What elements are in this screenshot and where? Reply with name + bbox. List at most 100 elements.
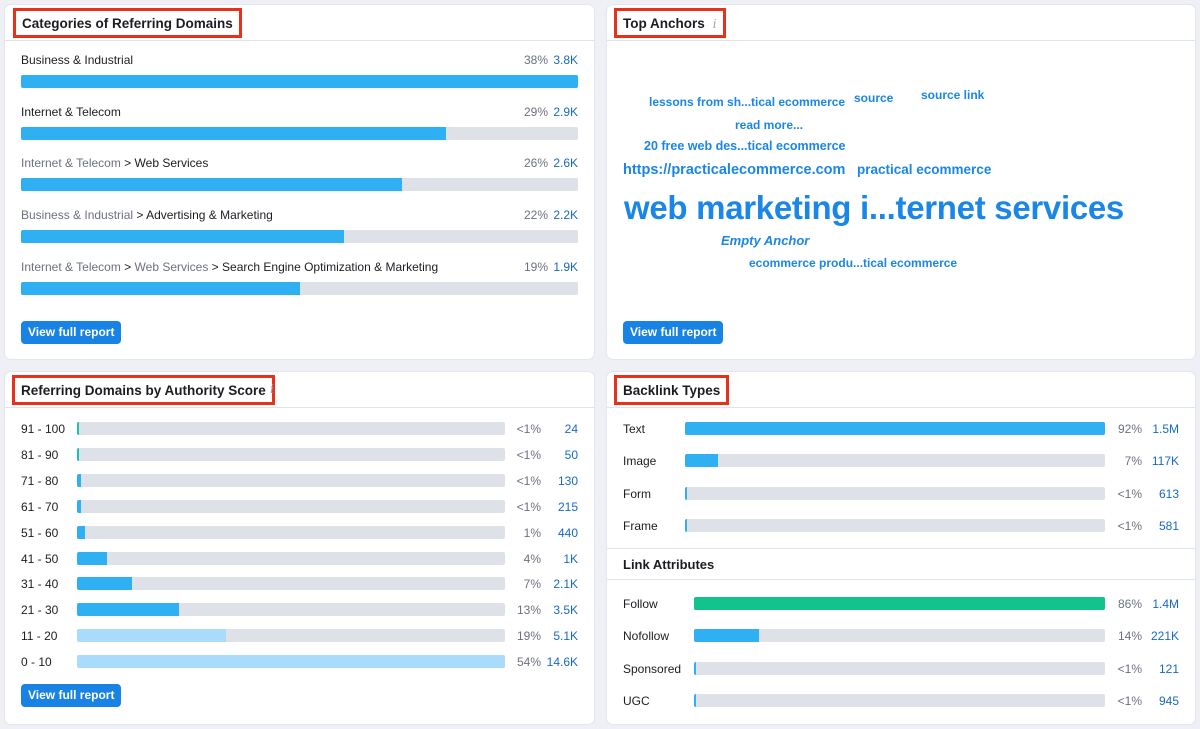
category-bar — [21, 281, 300, 295]
top-anchors-title-text: Top Anchors — [623, 16, 705, 31]
backlink-type-count[interactable]: 613 — [1158, 486, 1179, 501]
categories-header: Categories of Referring Domains — [5, 5, 594, 41]
category-count[interactable]: 2.6K — [553, 156, 578, 171]
authority-count[interactable]: 130 — [557, 473, 578, 488]
link-attribute-count[interactable]: 121 — [1158, 661, 1179, 676]
authority-header: Referring Domains by Authority Score i — [5, 372, 594, 408]
link-attribute-count[interactable]: 1.4M — [1152, 597, 1179, 611]
category-percent: 26% — [523, 156, 548, 171]
authority-bar-track — [77, 473, 505, 487]
authority-percent: <1% — [516, 422, 541, 436]
authority-count[interactable]: 24 — [564, 422, 578, 436]
backlink-type-percent: <1% — [1117, 486, 1142, 501]
authority-bar — [77, 447, 79, 461]
category-path-segment: Web Services — [134, 259, 209, 274]
authority-percent: <1% — [516, 499, 541, 514]
authority-range-label: 41 - 50 — [21, 551, 59, 566]
link-attribute-percent: 86% — [1117, 597, 1142, 611]
category-path-segment: Internet & Telecom — [21, 156, 121, 171]
backlink-type-label: Frame — [623, 518, 658, 533]
category-label: Internet & Telecom — [21, 105, 121, 119]
category-bar — [21, 126, 446, 140]
authority-count[interactable]: 440 — [557, 525, 578, 540]
link-attribute-bar-track — [694, 661, 1105, 675]
anchor-word[interactable]: https://practicalecommerce.com — [623, 162, 846, 178]
authority-range-label: 51 - 60 — [21, 525, 59, 540]
authority-range-label: 61 - 70 — [21, 499, 59, 514]
categories-view-full-report-button[interactable]: View full report — [21, 321, 122, 344]
top-anchors-view-full-report-button[interactable]: View full report — [623, 321, 724, 344]
link-attribute-label: Nofollow — [623, 629, 670, 644]
authority-range-label: 91 - 100 — [21, 422, 66, 436]
authority-bar — [77, 499, 82, 513]
authority-bar — [77, 655, 505, 669]
authority-count[interactable]: 50 — [564, 447, 578, 462]
authority-bar — [77, 577, 133, 591]
backlink-type-count[interactable]: 581 — [1158, 518, 1179, 533]
anchor-word[interactable]: ecommerce produ...tical ecommerce — [749, 256, 958, 270]
category-bar — [21, 75, 578, 88]
category-count[interactable]: 3.8K — [553, 53, 578, 67]
anchor-word[interactable]: read more... — [735, 118, 804, 132]
category-percent: 19% — [523, 259, 548, 274]
authority-bar-track — [77, 655, 505, 669]
link-attribute-percent: <1% — [1117, 661, 1142, 676]
backlink-types-card: Backlink Types Text 92% 1.5M Image 7% 117K For… — [607, 372, 1195, 724]
top-anchors-card: Top Anchors i lessons from sh...tical eco… — [607, 5, 1195, 359]
category-percent: 38% — [523, 53, 548, 67]
authority-count[interactable]: 5.1K — [553, 629, 578, 644]
category-bar — [21, 178, 402, 192]
authority-count[interactable]: 2.1K — [553, 577, 578, 592]
backlink-type-label: Image — [623, 454, 657, 469]
authority-percent: <1% — [516, 447, 541, 462]
link-attributes-header: Link Attributes — [607, 548, 1195, 580]
authority-count[interactable]: 215 — [557, 499, 578, 514]
authority-title: Referring Domains by Authority Score — [12, 375, 275, 405]
backlink-type-count[interactable]: 117K — [1151, 454, 1179, 469]
anchor-word[interactable]: web marketing i...ternet services — [624, 189, 1124, 226]
authority-bar-track — [77, 499, 505, 513]
category-count[interactable]: 2.9K — [553, 104, 578, 119]
backlink-type-bar-track — [685, 518, 1105, 532]
category-bar-track — [21, 75, 578, 88]
backlink-type-percent: 7% — [1124, 454, 1142, 469]
anchor-word[interactable]: lessons from sh...tical ecommerce — [649, 95, 846, 109]
authority-range-label: 81 - 90 — [21, 447, 59, 462]
link-attribute-count[interactable]: 945 — [1158, 693, 1179, 708]
category-count[interactable]: 2.2K — [553, 208, 578, 223]
authority-view-full-report-button[interactable]: View full report — [21, 684, 122, 707]
authority-percent: <1% — [516, 473, 541, 488]
link-attribute-label: Follow — [623, 597, 658, 611]
authority-range-label: 31 - 40 — [21, 577, 59, 592]
backlink-type-bar-track — [685, 454, 1105, 468]
category-bar-track — [21, 281, 578, 295]
authority-count[interactable]: 3.5K — [553, 603, 578, 618]
authority-count[interactable]: 1K — [563, 551, 578, 566]
authority-bar — [77, 525, 86, 539]
anchor-word[interactable]: source link — [921, 88, 985, 102]
category-percent: 22% — [523, 208, 548, 223]
link-attribute-bar-track — [694, 693, 1105, 707]
authority-card: Referring Domains by Authority Score i 9… — [5, 372, 594, 724]
category-bar — [21, 230, 344, 244]
anchor-word[interactable]: Empty Anchor — [721, 233, 810, 248]
link-attribute-bar — [694, 629, 759, 643]
anchor-word[interactable]: 20 free web des...tical ecommerce — [644, 139, 846, 153]
authority-bar-track — [77, 629, 505, 643]
authority-bar-track — [77, 447, 505, 461]
category-path-segment: Internet & Telecom — [21, 104, 121, 119]
link-attribute-bar — [694, 597, 1105, 610]
authority-bar-track — [77, 551, 505, 565]
anchor-word[interactable]: source — [854, 91, 894, 105]
backlink-type-bar — [685, 454, 718, 468]
info-icon[interactable]: i — [270, 382, 274, 396]
authority-count[interactable]: 14.6K — [546, 655, 578, 670]
link-attribute-count[interactable]: 221K — [1150, 629, 1179, 644]
anchor-word[interactable]: practical ecommerce — [857, 162, 992, 177]
category-label: Internet & Telecom > Web Services > Sear… — [21, 260, 438, 274]
info-icon[interactable]: i — [712, 17, 717, 31]
category-count[interactable]: 1.9K — [553, 259, 578, 274]
backlink-type-bar-track — [685, 486, 1105, 500]
breadcrumb-separator: > — [208, 259, 223, 274]
backlink-type-count[interactable]: 1.5M — [1152, 422, 1179, 436]
